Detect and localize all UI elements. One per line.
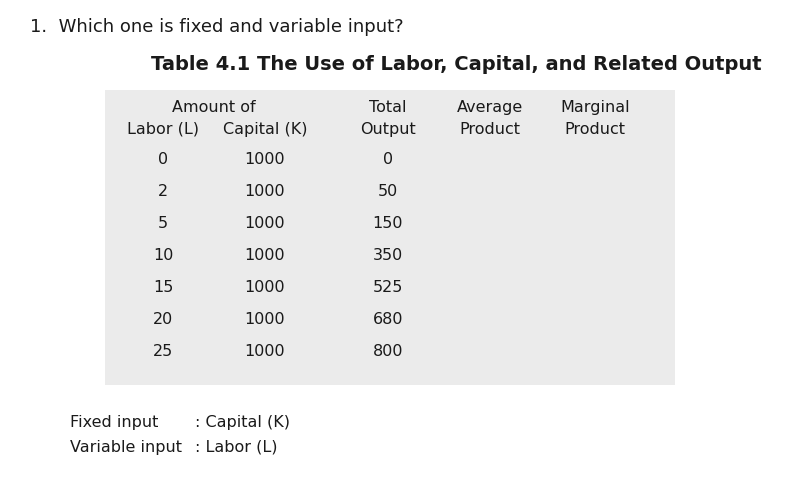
Text: 525: 525	[372, 280, 403, 295]
Text: 1000: 1000	[244, 184, 285, 199]
Text: 1000: 1000	[244, 344, 285, 359]
Text: 1000: 1000	[244, 312, 285, 327]
Text: Labor (L): Labor (L)	[127, 122, 199, 137]
Text: Product: Product	[459, 122, 520, 137]
Text: Table 4.1 The Use of Labor, Capital, and Related Output: Table 4.1 The Use of Labor, Capital, and…	[151, 55, 761, 74]
Text: Marginal: Marginal	[560, 100, 629, 115]
Text: Product: Product	[564, 122, 624, 137]
Text: 15: 15	[152, 280, 173, 295]
Text: 350: 350	[372, 248, 402, 263]
Text: Fixed input: Fixed input	[70, 415, 158, 430]
Text: 5: 5	[158, 216, 168, 231]
Text: 1000: 1000	[244, 216, 285, 231]
Text: 680: 680	[372, 312, 403, 327]
Text: 50: 50	[377, 184, 397, 199]
Text: Output: Output	[360, 122, 415, 137]
Text: 20: 20	[152, 312, 173, 327]
Text: 150: 150	[372, 216, 403, 231]
Text: Average: Average	[457, 100, 522, 115]
Text: 800: 800	[372, 344, 403, 359]
Text: 2: 2	[158, 184, 168, 199]
Text: Amount of: Amount of	[172, 100, 255, 115]
Text: 10: 10	[152, 248, 173, 263]
Text: 1.  Which one is fixed and variable input?: 1. Which one is fixed and variable input…	[30, 18, 403, 36]
Text: 1000: 1000	[244, 152, 285, 167]
Text: 1000: 1000	[244, 248, 285, 263]
Text: 25: 25	[152, 344, 173, 359]
Text: : Labor (L): : Labor (L)	[195, 440, 277, 455]
Text: 1000: 1000	[244, 280, 285, 295]
Text: 0: 0	[158, 152, 168, 167]
Text: Total: Total	[369, 100, 406, 115]
Text: Capital (K): Capital (K)	[222, 122, 307, 137]
FancyBboxPatch shape	[105, 90, 674, 385]
Text: 0: 0	[383, 152, 393, 167]
Text: Variable input: Variable input	[70, 440, 182, 455]
Text: : Capital (K): : Capital (K)	[195, 415, 290, 430]
